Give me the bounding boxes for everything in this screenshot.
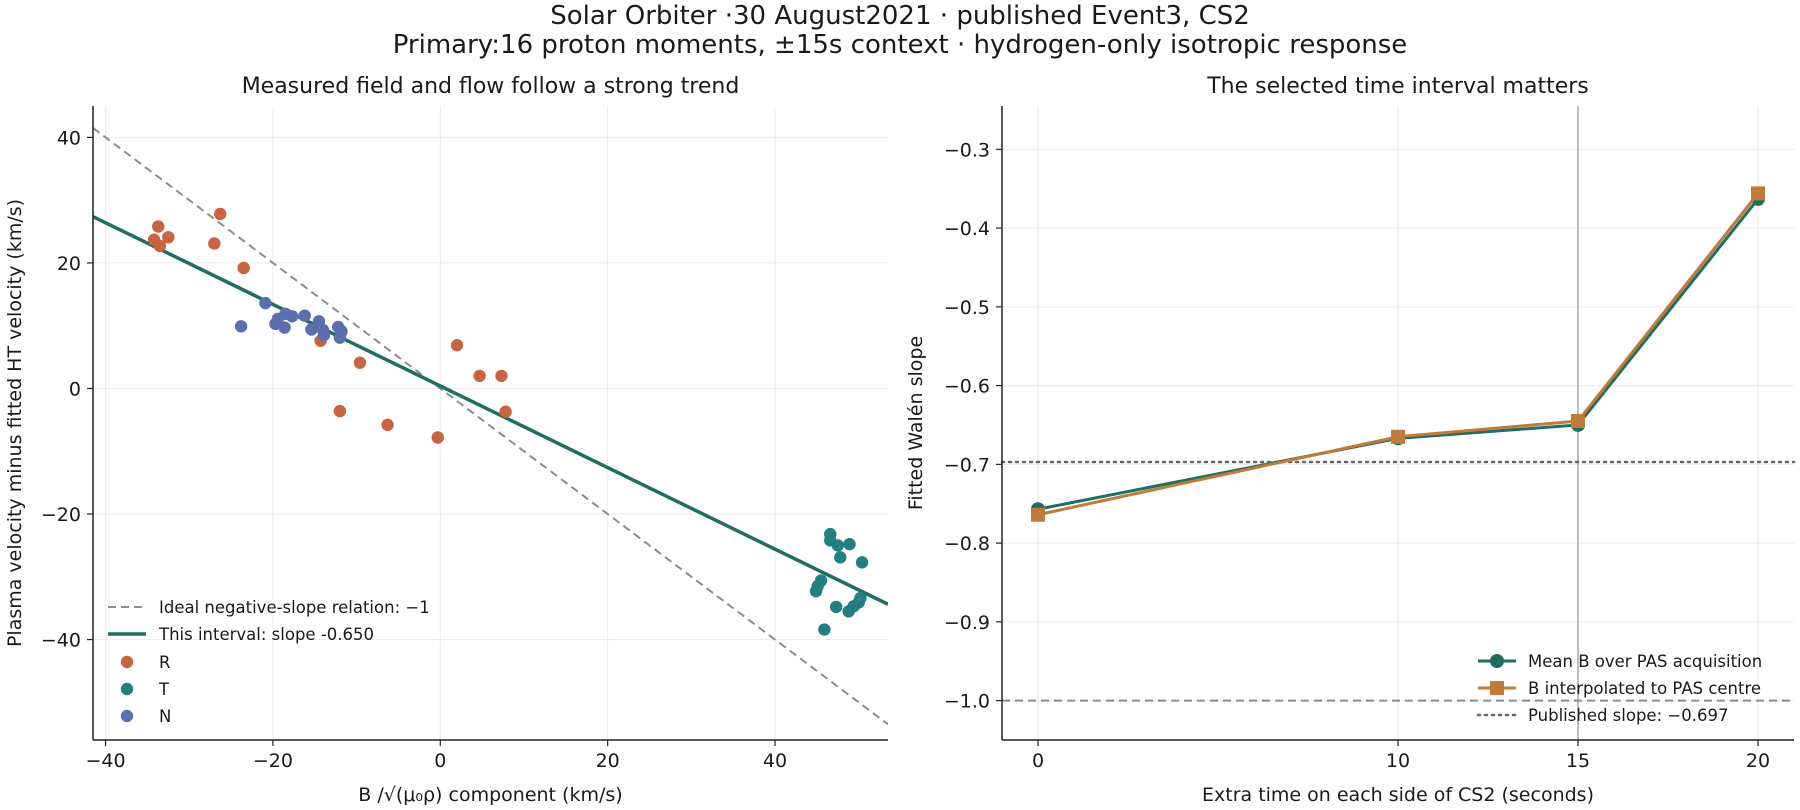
point-T <box>834 551 847 564</box>
point-interp-b <box>1031 507 1045 522</box>
legend-marker-mean-b <box>1490 654 1504 668</box>
point-N <box>333 331 347 344</box>
point-R <box>152 220 165 233</box>
point-interp-b <box>1751 186 1765 201</box>
legend-label-published: Published slope: −0.697 <box>1528 706 1728 725</box>
interval-fit-line <box>93 215 888 606</box>
legend-marker-interp-b <box>1490 681 1504 695</box>
legend-marker-R <box>120 655 134 669</box>
left-panel-title: Measured field and flow follow a strong … <box>242 74 740 99</box>
legend-marker-N <box>120 709 134 723</box>
point-R <box>162 230 175 244</box>
figure-title-line-1: Solar Orbiter ·30 August2021 · published… <box>550 1 1250 31</box>
point-R <box>381 418 394 432</box>
series-T <box>809 527 869 636</box>
x-tick-label: 10 <box>1386 750 1410 772</box>
x-tick-label: 0 <box>1032 750 1044 772</box>
x-tick-label: 15 <box>1566 750 1590 772</box>
fit-lines <box>93 127 888 726</box>
point-N <box>298 309 311 322</box>
legend-label-R: R <box>159 653 170 672</box>
point-T <box>842 605 855 618</box>
x-tick-label: 0 <box>434 750 446 772</box>
panel-time-interval: 0 10 15 20 −1.0 −0.9 −0.8 −0.7 −0.6 −0.5 −0.4 −0.3 T… <box>905 74 1796 806</box>
point-R <box>237 261 250 275</box>
left-legend: Ideal negative-slope relation: −1 This in… <box>108 598 430 726</box>
y-tick-label: −20 <box>41 504 81 526</box>
legend-label: Mean B over PAS acquisition <box>1528 652 1762 671</box>
point-R <box>214 207 227 221</box>
point-T <box>843 537 856 551</box>
legend-marker-T <box>120 682 134 696</box>
point-interp-b <box>1571 414 1585 429</box>
right-x-axis-label: Extra time on each side of CS2 (seconds) <box>1202 784 1594 806</box>
point-interp-b <box>1391 429 1405 444</box>
panel-measured-field-flow: −40 −20 0 20 40 −40 −20 0 20 40 Measured field and… <box>4 74 888 806</box>
right-y-axis-label: Fitted Walén slope <box>905 336 927 510</box>
point-R <box>473 369 486 383</box>
legend-label-T: T <box>158 680 170 699</box>
point-N <box>259 296 272 310</box>
series-line-2 <box>1037 192 1760 517</box>
point-R <box>153 239 167 253</box>
point-T <box>831 539 844 552</box>
left-y-axis-label: Plasma velocity minus fitted HT velocity… <box>4 199 26 647</box>
point-N <box>305 323 318 336</box>
point-R <box>333 404 347 418</box>
point-R <box>495 369 508 383</box>
point-T <box>809 585 823 598</box>
y-tick-label: −0.9 <box>944 612 990 634</box>
point-R <box>353 356 367 369</box>
point-T <box>818 623 831 636</box>
y-tick-label: −0.7 <box>944 454 990 476</box>
legend-label-interval: This interval: slope -0.650 <box>158 625 374 644</box>
point-R <box>431 431 444 444</box>
y-tick-label: −0.5 <box>944 297 990 319</box>
y-tick-label: −1.0 <box>944 691 990 713</box>
series-line-1 <box>1037 197 1760 511</box>
x-tick-label: 20 <box>1746 750 1770 772</box>
legend-label-N: N <box>159 707 171 726</box>
point-T <box>855 556 869 569</box>
point-N <box>317 328 331 342</box>
series-N <box>234 296 348 344</box>
right-panel-title: The selected time interval matters <box>1206 74 1589 99</box>
point-N <box>285 310 299 323</box>
right-legend: Mean B over PAS acquisition B interpolate… <box>1476 652 1762 725</box>
point-R <box>208 237 221 250</box>
y-tick-label: 20 <box>57 253 81 275</box>
ideal-relation-line <box>93 127 888 726</box>
y-tick-label: −0.3 <box>944 139 990 161</box>
point-T <box>829 600 843 614</box>
point-R <box>499 405 512 418</box>
point-N <box>234 320 248 333</box>
y-tick-label: −0.4 <box>944 218 990 240</box>
left-x-axis-label: B /√(μ₀ρ) component (km/s) <box>358 784 622 806</box>
x-tick-label: 20 <box>596 750 620 772</box>
y-tick-label: −0.6 <box>944 376 990 398</box>
y-tick-label: −0.8 <box>944 533 990 555</box>
y-tick-label: 40 <box>57 127 81 149</box>
x-tick-label: −40 <box>85 750 125 772</box>
y-tick-label: 0 <box>69 378 81 400</box>
point-N <box>278 321 291 334</box>
x-tick-label: −20 <box>253 750 293 772</box>
y-tick-label: −40 <box>41 630 81 652</box>
point-R <box>450 338 464 352</box>
x-tick-label: 40 <box>763 750 787 772</box>
figure-title-line-2: Primary:16 proton moments, ±15s context … <box>392 30 1408 60</box>
legend-label: B interpolated to PAS centre <box>1528 679 1761 698</box>
series-R <box>147 207 512 444</box>
legend-label-ideal: Ideal negative-slope relation: −1 <box>159 598 430 617</box>
